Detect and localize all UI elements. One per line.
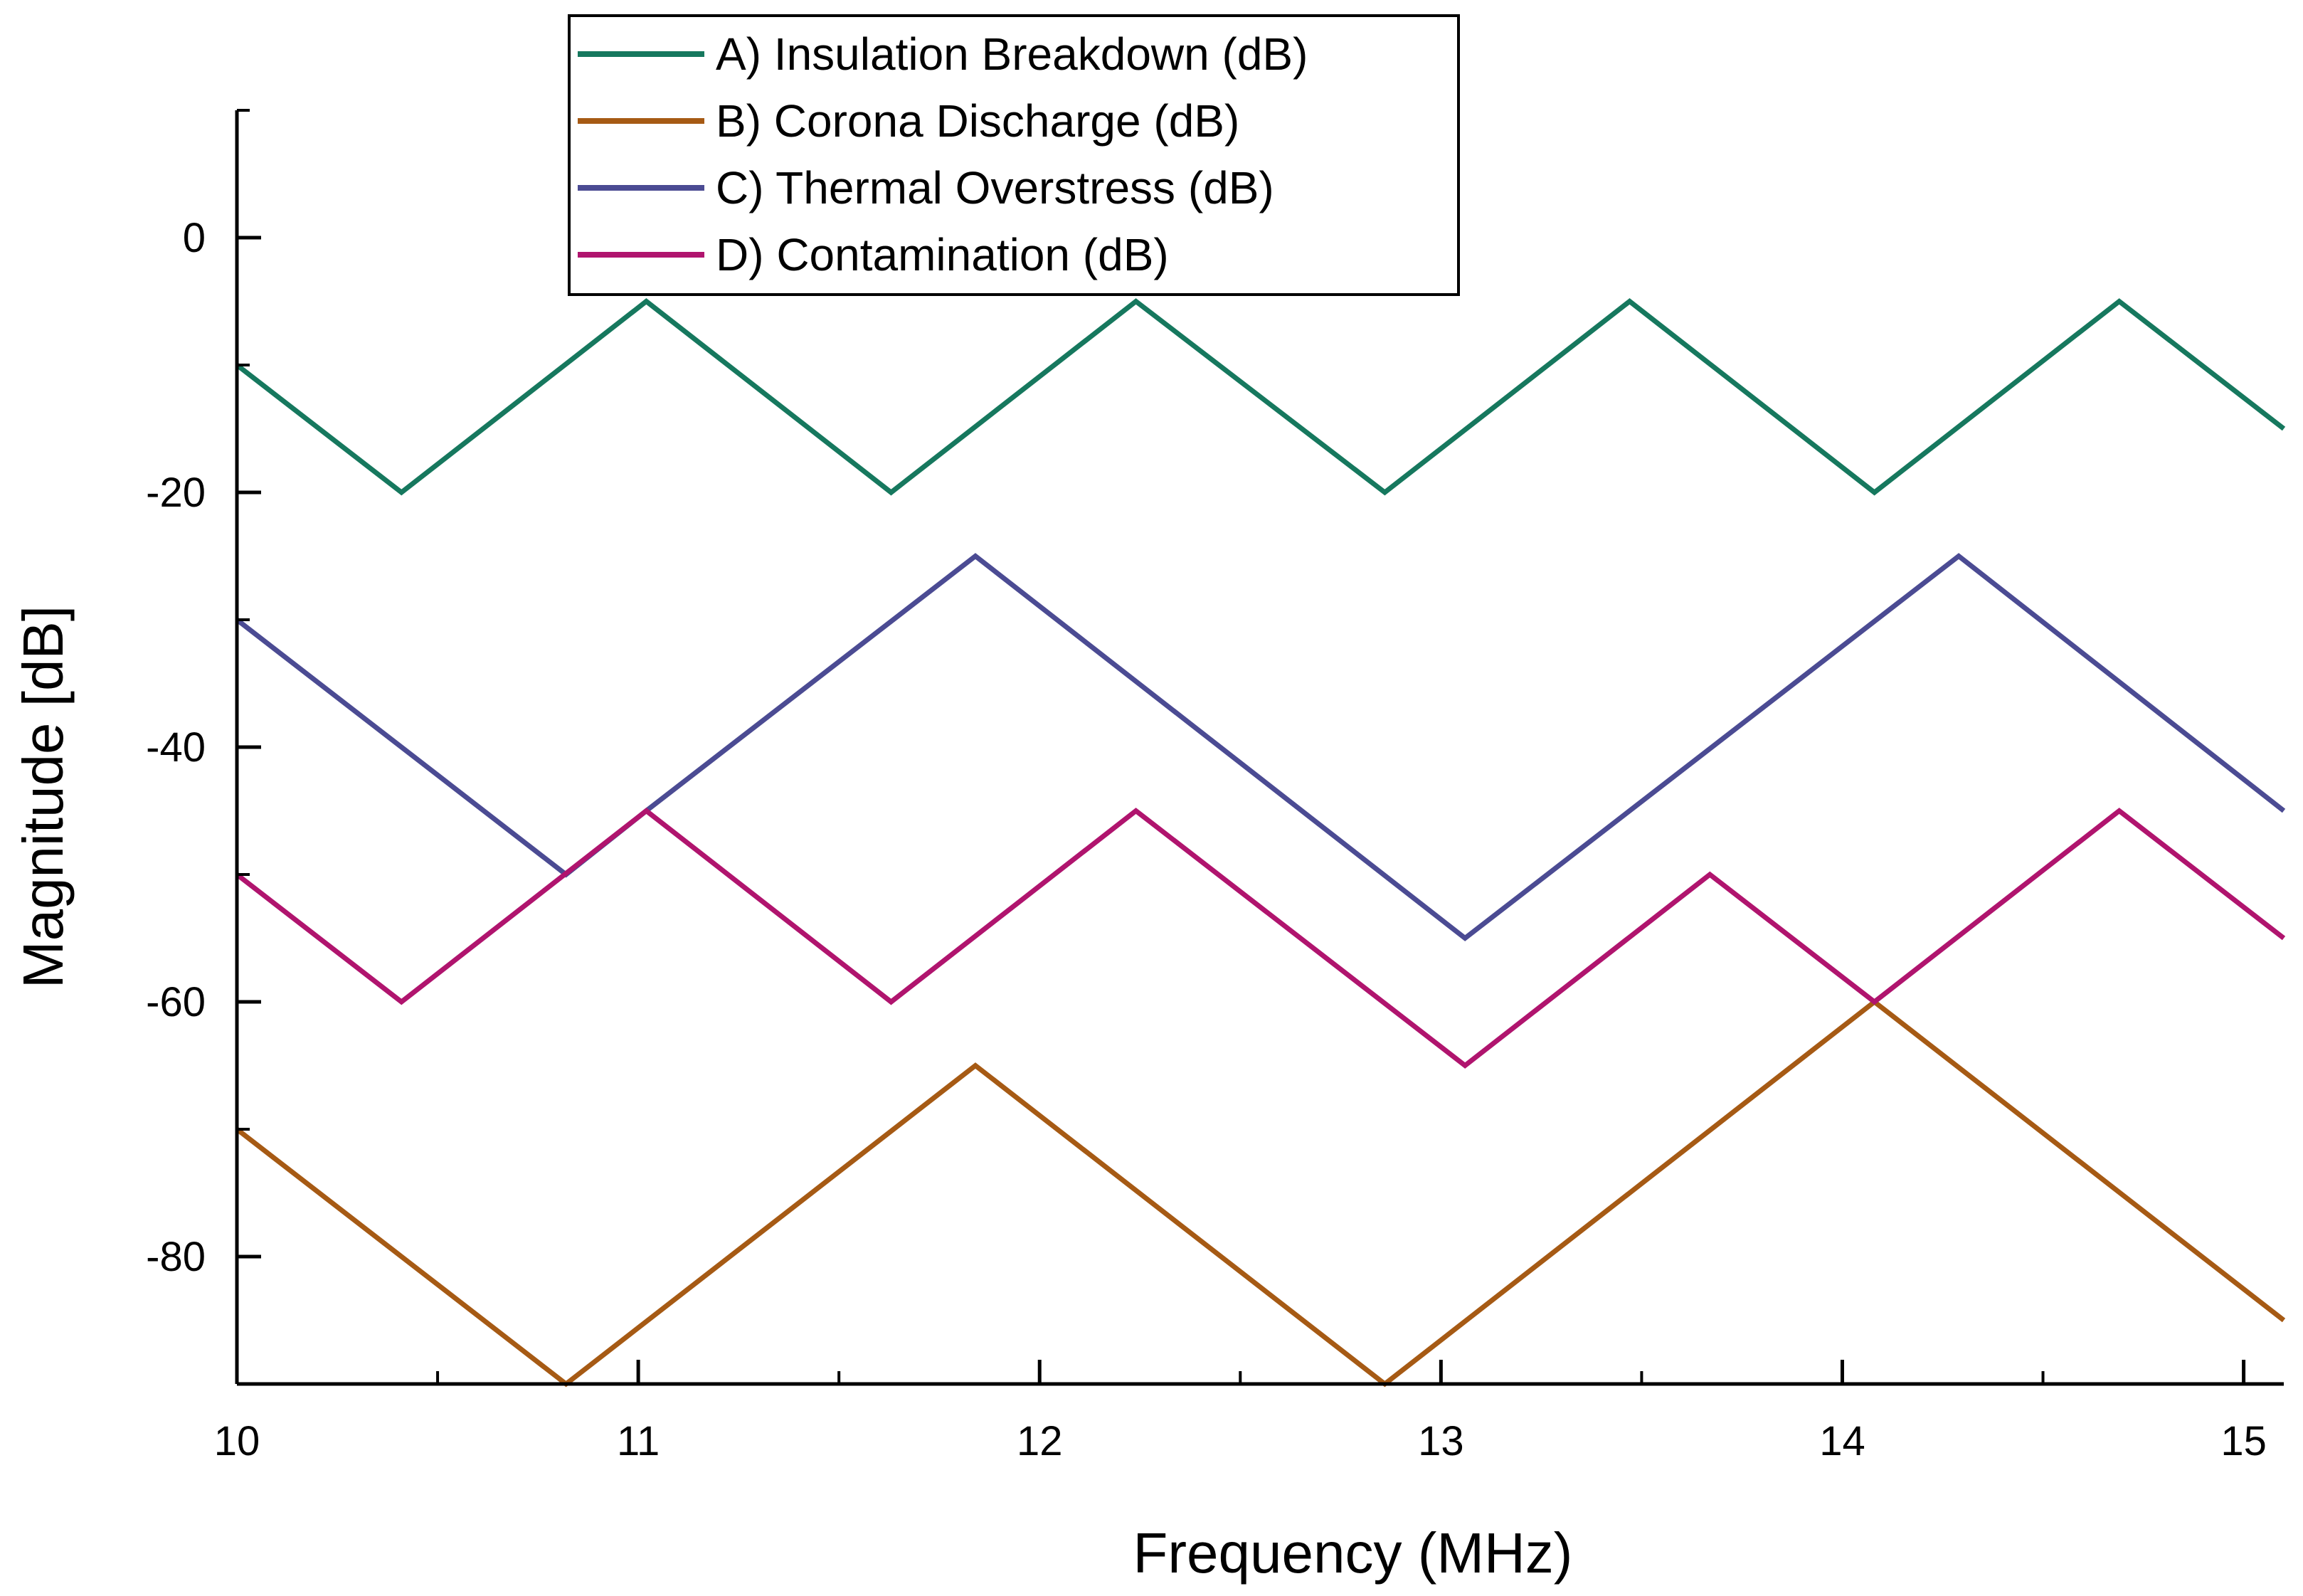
- plot-area: [235, 298, 2286, 1388]
- legend-label: B) Corona Discharge (dB): [716, 95, 1239, 147]
- y-axis-title: Magnitude [dB]: [11, 606, 75, 988]
- series-line-d: [235, 808, 2286, 1069]
- x-tick-label: 14: [1819, 1418, 1865, 1464]
- x-tick-label: 12: [1017, 1418, 1063, 1464]
- legend-label: D) Contamination (dB): [716, 229, 1169, 280]
- legend: A) Insulation Breakdown (dB) B) Corona Di…: [568, 14, 1460, 296]
- series-line-c: [235, 553, 2286, 941]
- y-tick-label: 0: [183, 215, 206, 261]
- x-tick-label: 10: [214, 1418, 260, 1464]
- x-tick-label: 11: [617, 1418, 660, 1464]
- x-tick-label: 13: [1418, 1418, 1464, 1464]
- y-tick-label: -60: [146, 979, 206, 1025]
- series-line-a: [235, 298, 2286, 496]
- axes: 10 11 12 13 14 15 0 -20 -40 -60 -80: [146, 109, 2284, 1464]
- x-axis-title: Frequency (MHz): [1133, 1521, 1573, 1585]
- x-tick-label: 15: [2220, 1418, 2267, 1464]
- legend-label: C) Thermal Overstress (dB): [716, 162, 1274, 213]
- legend-label: A) Insulation Breakdown (dB): [716, 28, 1308, 80]
- series-line-b: [235, 998, 2286, 1388]
- y-tick-label: -40: [146, 724, 206, 771]
- legend-box: [568, 14, 1460, 296]
- y-tick-label: -80: [146, 1234, 206, 1280]
- y-tick-label: -20: [146, 470, 206, 516]
